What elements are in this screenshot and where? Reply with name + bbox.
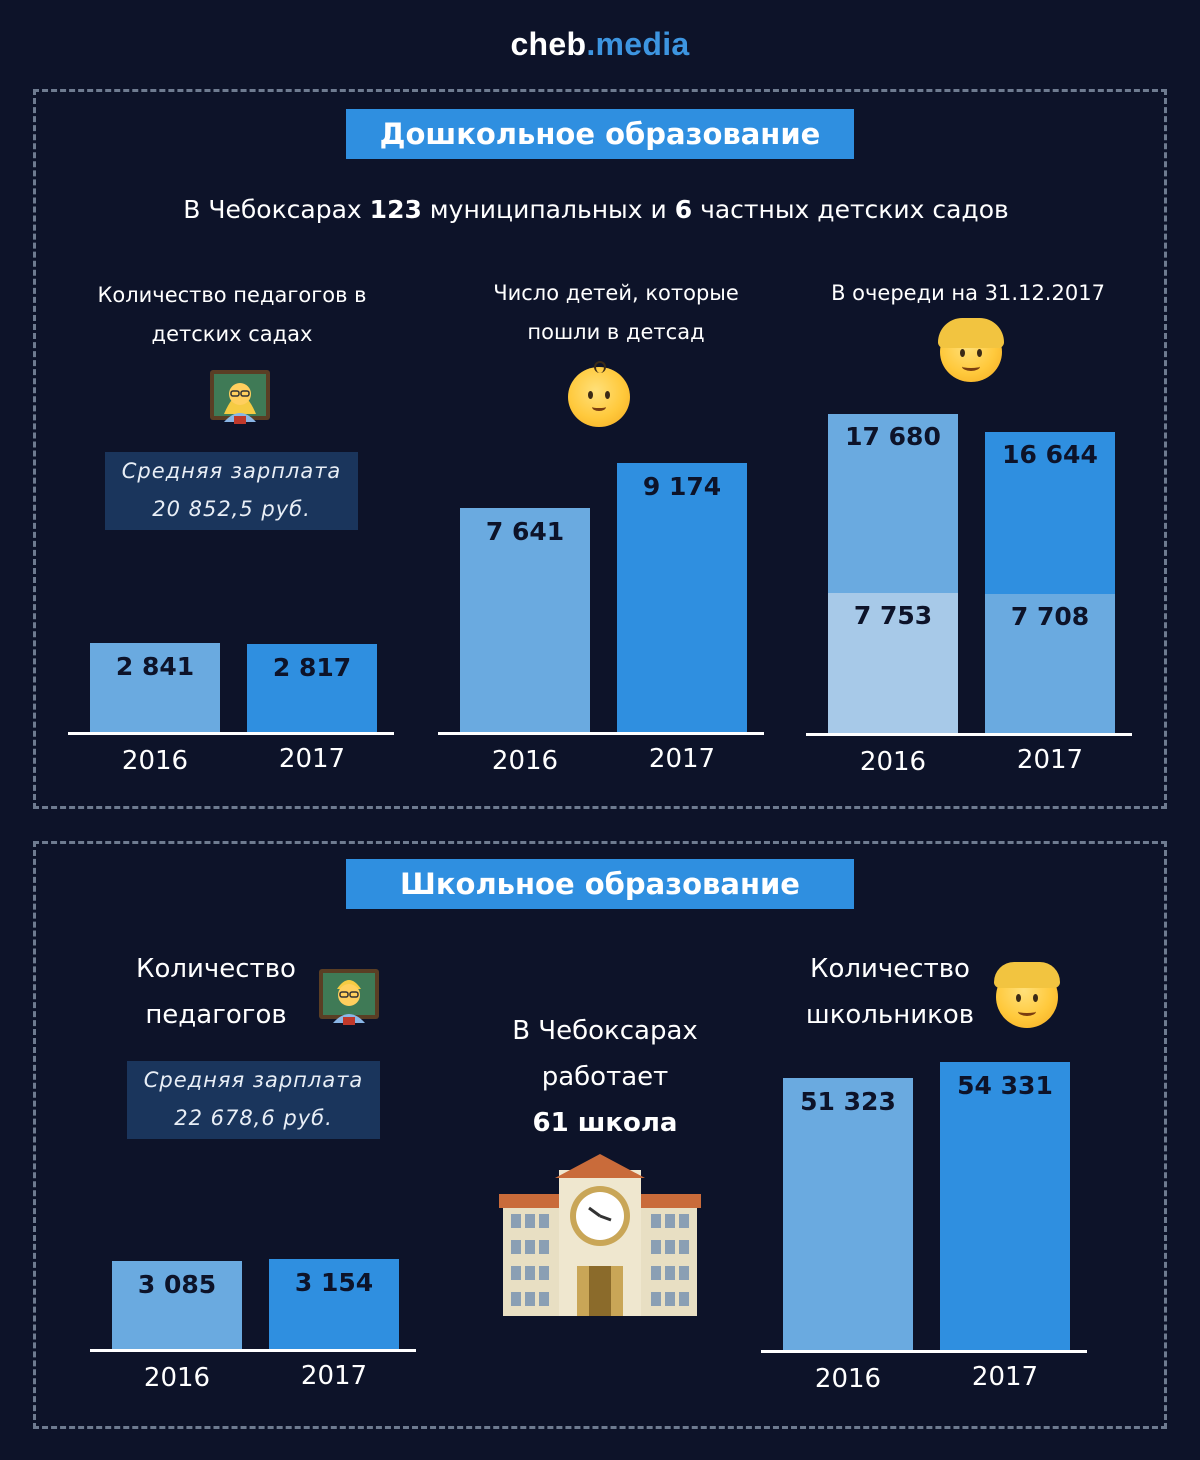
preschool_queue-bar-upper-2017: 16 644	[985, 432, 1115, 594]
salary-value: 20 852,5 руб.	[152, 497, 311, 521]
schools-line: работает	[541, 1062, 669, 1092]
preschool_teachers-bar-2017: 2 817	[247, 644, 377, 732]
school_teachers-bar-2017: 3 154	[269, 1259, 399, 1349]
preschool_queue-total-label-2017: 16 644	[1002, 440, 1098, 469]
preschool-section	[33, 89, 1167, 809]
preschool-intro: В Чебоксарах 123 муниципальных и 6 частн…	[0, 195, 1192, 224]
preschool_queue-bar-lower-2017: 7 708	[985, 594, 1115, 733]
schools-count-value: 61 школа	[532, 1108, 678, 1138]
salary-value: 22 678,6 руб.	[174, 1106, 333, 1130]
preschool_children-bar-2016: 7 641	[460, 508, 590, 732]
baby-face-icon	[568, 361, 630, 427]
preschool_teachers-year-label-2016: 2016	[121, 746, 189, 776]
school_teachers-year-label-2017: 2017	[300, 1361, 368, 1391]
school-teachers-caption: Количество педагогов	[96, 946, 336, 1038]
school-salary-box: Средняя зарплата 22 678,6 руб.	[127, 1061, 380, 1139]
salary-label: Средняя зарплата	[143, 1068, 364, 1092]
school_students-year-label-2017: 2017	[971, 1362, 1039, 1392]
salary-label: Средняя зарплата	[121, 459, 342, 483]
preschool-title-text: Дошкольное образование	[379, 117, 821, 151]
preschool_queue-year-label-2016: 2016	[859, 747, 927, 777]
caption-line: Количество педагогов в	[97, 283, 367, 307]
preschool_children-baseline	[438, 732, 764, 735]
school_students-year-label-2016: 2016	[814, 1364, 882, 1394]
woman-teacher-icon	[210, 370, 270, 424]
preschool_queue-bar-upper-2016: 17 680	[828, 414, 958, 593]
preschool_queue-year-label-2017: 2017	[1016, 745, 1084, 775]
caption-line: пошли в детсад	[527, 320, 705, 344]
school-students-caption: Количество школьников	[770, 946, 1010, 1038]
school-title: Школьное образование	[346, 859, 854, 909]
caption-line: педагогов	[145, 1000, 287, 1030]
intro-municipal-count: 123	[369, 195, 422, 224]
caption-line: школьников	[805, 1000, 975, 1030]
school_teachers-year-label-2016: 2016	[143, 1363, 211, 1393]
intro-private-count: 6	[674, 195, 693, 224]
caption-line: В очереди на 31.12.2017	[831, 281, 1105, 305]
preschool-children-caption: Число детей, которые пошли в детсад	[456, 274, 776, 352]
school_students-bar-2016: 51 323	[783, 1078, 913, 1350]
preschool-title: Дошкольное образование	[346, 109, 854, 159]
caption-line: Количество	[136, 954, 296, 984]
man-teacher-icon	[319, 969, 379, 1025]
preschool_children-year-label-2017: 2017	[648, 744, 716, 774]
school_students-value-label-2016: 51 323	[800, 1087, 896, 1116]
preschool_children-value-label-2016: 7 641	[485, 517, 565, 546]
brand-name-part1: cheb	[510, 26, 587, 62]
preschool_queue-sub-label-2016: 7 753	[853, 601, 933, 630]
preschool_children-year-label-2016: 2016	[491, 746, 559, 776]
school-building-icon	[499, 1154, 701, 1316]
preschool_queue-total-label-2016: 17 680	[845, 422, 941, 451]
school_students-bar-2017: 54 331	[940, 1062, 1070, 1350]
preschool_queue-sub-label-2017: 7 708	[1010, 602, 1090, 631]
school_students-value-label-2017: 54 331	[957, 1071, 1053, 1100]
preschool_teachers-year-label-2017: 2017	[278, 744, 346, 774]
intro-text-mid: муниципальных и	[421, 195, 675, 224]
school_teachers-baseline	[90, 1349, 416, 1352]
preschool-queue-caption: В очереди на 31.12.2017	[808, 274, 1128, 313]
brand-name-part2: .media	[586, 26, 690, 62]
preschool_queue-baseline	[806, 733, 1132, 736]
school_teachers-bar-2016: 3 085	[112, 1261, 242, 1349]
schools-line: В Чебоксарах	[512, 1016, 698, 1046]
intro-text-pre: В Чебоксарах	[183, 195, 370, 224]
schools-count-text: В Чебоксарах работает 61 школа	[464, 1008, 746, 1146]
caption-line: Количество	[810, 954, 970, 984]
preschool-salary-box: Средняя зарплата 20 852,5 руб.	[105, 452, 358, 530]
preschool_children-value-label-2017: 9 174	[642, 472, 722, 501]
preschool_children-bar-2017: 9 174	[617, 463, 747, 732]
school_students-baseline	[761, 1350, 1087, 1353]
school-section	[33, 841, 1167, 1429]
preschool_teachers-value-label-2017: 2 817	[272, 653, 352, 682]
preschool_teachers-value-label-2016: 2 841	[115, 652, 195, 681]
boy-face-icon	[994, 962, 1060, 1028]
school-title-text: Школьное образование	[400, 867, 800, 901]
preschool_teachers-baseline	[68, 732, 394, 735]
preschool-teachers-caption: Количество педагогов в детских садах	[72, 276, 392, 354]
school_teachers-value-label-2017: 3 154	[294, 1268, 374, 1297]
intro-text-post: частных детских садов	[692, 195, 1009, 224]
child-face-icon	[938, 318, 1004, 382]
preschool_queue-bar-lower-2016: 7 753	[828, 593, 958, 733]
preschool_teachers-bar-2016: 2 841	[90, 643, 220, 732]
school_teachers-value-label-2016: 3 085	[137, 1270, 217, 1299]
caption-line: Число детей, которые	[493, 281, 739, 305]
caption-line: детских садах	[151, 322, 313, 346]
brand-logo: cheb.media	[0, 26, 1200, 63]
